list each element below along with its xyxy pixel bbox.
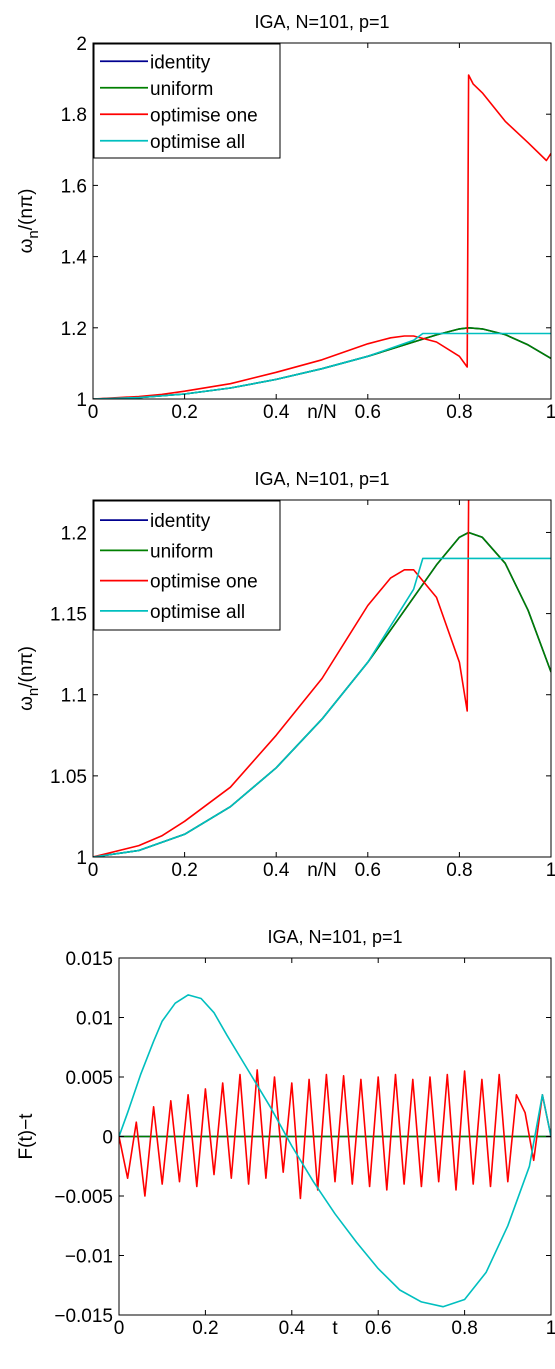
series-line-optimise-one <box>119 1069 551 1200</box>
y-axis-label: F(t)−t <box>16 1113 37 1160</box>
legend-label-uniform: uniform <box>150 79 213 100</box>
y-label-subscript: n <box>25 688 42 696</box>
legend-label-optimise-one: optimise one <box>150 105 258 126</box>
x-axis-label: t <box>332 1318 338 1339</box>
y-tick-label: 1.6 <box>61 176 87 197</box>
x-tick-label: 0 <box>88 402 99 423</box>
legend-label-uniform: uniform <box>150 541 213 562</box>
legend: identity uniform optimise one optimise all <box>93 500 281 631</box>
x-tick-label: 0.8 <box>451 1318 477 1339</box>
legend-label-identity: identity <box>150 52 211 73</box>
x-tick-label: 0.4 <box>263 860 290 881</box>
y-label-rest: /(nπ) <box>16 646 37 688</box>
x-tick-label: 0 <box>88 860 99 881</box>
y-axis-label: ωn/(nπ) <box>16 189 42 254</box>
y-tick-label: 1 <box>76 390 87 411</box>
x-tick-label: 1 <box>546 402 555 423</box>
legend-box <box>93 43 281 159</box>
y-label-omega: ω <box>16 696 37 711</box>
legend: identity uniform optimise one optimise all <box>93 43 281 159</box>
legend-label-optimise-one: optimise one <box>150 572 258 593</box>
chart-title: IGA, N=101, p=1 <box>254 12 389 32</box>
y-tick-label: 1.8 <box>61 105 87 126</box>
x-tick-label: 0 <box>114 1318 125 1339</box>
legend-label-identity: identity <box>150 511 211 532</box>
y-tick-label: −0.01 <box>65 1247 113 1268</box>
x-tick-label: 0.2 <box>171 402 197 423</box>
x-tick-label: 0.8 <box>446 860 472 881</box>
chart-title: IGA, N=101, p=1 <box>267 927 402 947</box>
y-tick-label: 0.01 <box>76 1009 113 1030</box>
y-tick-label: −0.005 <box>54 1187 113 1208</box>
y-label-rest: /(nπ) <box>16 189 37 231</box>
legend-label-optimise-all: optimise all <box>150 602 245 623</box>
x-tick-label: 0.2 <box>171 860 197 881</box>
chart-title: IGA, N=101, p=1 <box>254 469 389 489</box>
legend-label-optimise-all: optimise all <box>150 132 245 153</box>
y-tick-label: 0 <box>102 1128 113 1149</box>
y-tick-label: 0.015 <box>65 949 113 970</box>
chart-3: IGA, N=101, p=1 0 0.2 0.4 0.6 0.8 1 −0.015 −0.01… <box>16 927 555 1339</box>
legend-box <box>93 500 281 631</box>
y-label-subscript: n <box>25 230 42 238</box>
y-tick-label: 1.2 <box>61 523 87 544</box>
y-tick-label: 1.15 <box>50 605 87 626</box>
series-line-identity <box>93 326 551 399</box>
y-tick-label: 1 <box>76 848 87 869</box>
series-line-optimise-one <box>93 500 470 857</box>
y-tick-label: 1.05 <box>50 767 87 788</box>
x-tick-label: 0.6 <box>355 402 381 423</box>
series-line-uniform <box>93 326 551 399</box>
y-axis-label: ωn/(nπ) <box>16 646 42 711</box>
series-line-optimise-one <box>93 74 551 399</box>
x-tick-label: 1 <box>546 1318 555 1339</box>
x-tick-label: 0.6 <box>365 1318 391 1339</box>
series-line-optimise-all <box>93 332 551 399</box>
x-tick-label: 0.4 <box>263 402 290 423</box>
chart-1: IGA, N=101, p=1 0 0.2 0.4 0.6 0.8 1 1 1.2 1.4 1.6 1… <box>16 12 555 423</box>
series-line-optimise-all <box>119 994 551 1308</box>
series-group <box>93 500 551 857</box>
axes-box <box>92 42 552 400</box>
y-tick-label: 1.2 <box>61 319 87 340</box>
y-tick-label: 1.1 <box>61 686 87 707</box>
y-tick-label: 1.4 <box>61 248 88 269</box>
x-tick-label: 0.6 <box>355 860 381 881</box>
series-line-optimise-all <box>93 557 551 857</box>
series-group <box>119 994 551 1308</box>
x-tick-label: 0.4 <box>279 1318 306 1339</box>
series-group <box>93 74 551 399</box>
x-tick-label: 1 <box>546 860 555 881</box>
y-tick-label: 0.005 <box>65 1068 113 1089</box>
x-axis-label: n/N <box>307 402 337 423</box>
y-tick-label: 2 <box>76 34 87 55</box>
axes-box <box>92 499 552 858</box>
x-tick-label: 0.8 <box>446 402 472 423</box>
chart-2: IGA, N=101, p=1 0 0.2 0.4 0.6 0.8 1 1 1.05 1.1 1.1… <box>16 469 555 881</box>
x-tick-label: 0.2 <box>192 1318 218 1339</box>
y-label-omega: ω <box>16 238 37 253</box>
y-tick-label: −0.015 <box>54 1306 113 1327</box>
x-axis-label: n/N <box>307 860 337 881</box>
